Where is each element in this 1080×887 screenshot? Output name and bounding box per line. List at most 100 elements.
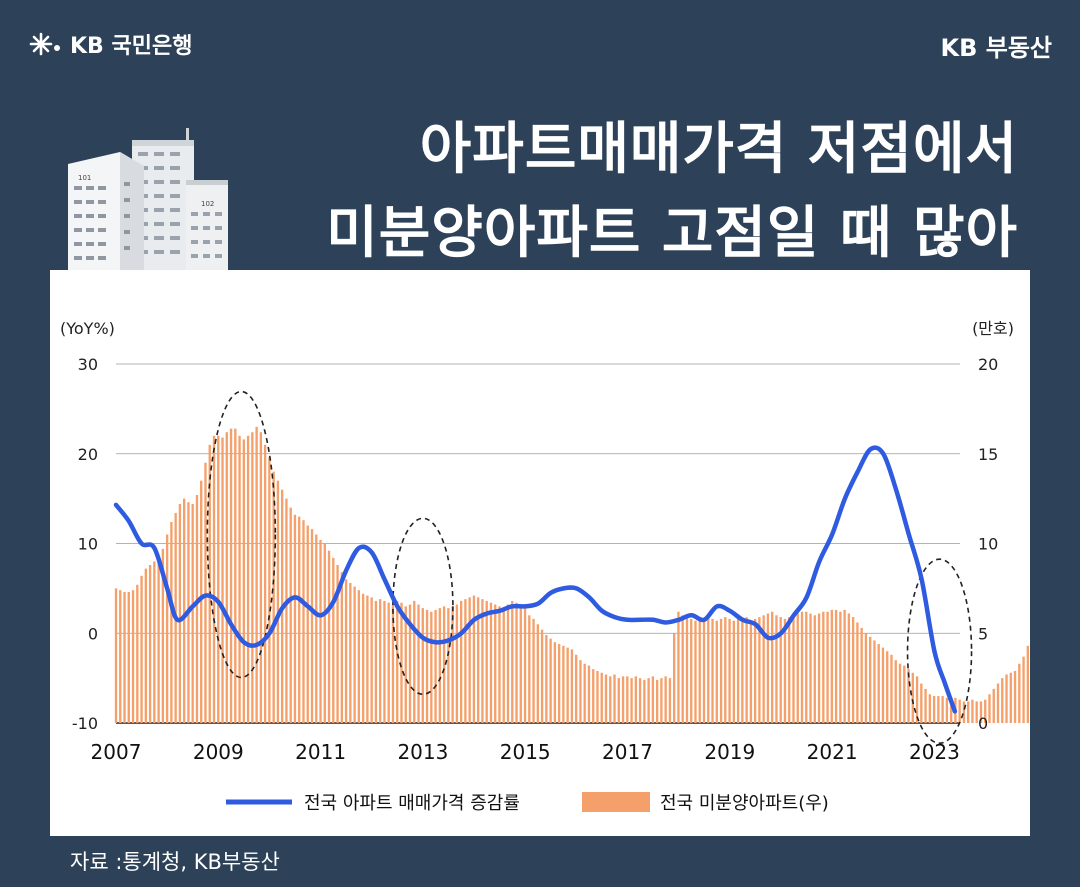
- unsold-bar: [779, 617, 782, 723]
- unsold-bar: [127, 591, 130, 723]
- unsold-bar: [523, 608, 527, 723]
- left-axis-unit: (YoY%): [60, 319, 115, 338]
- unsold-bar: [259, 432, 263, 723]
- unsold-bar: [408, 604, 412, 723]
- unsold-bar: [136, 584, 139, 723]
- unsold-bar: [805, 611, 808, 723]
- unsold-bar: [357, 590, 361, 723]
- unsold-bar: [498, 606, 501, 723]
- unsold-bar: [630, 678, 633, 723]
- unsold-bar: [442, 606, 446, 723]
- x-tick-label: 2007: [91, 740, 142, 764]
- unsold-bar: [268, 457, 271, 723]
- unsold-bar: [975, 701, 978, 723]
- unsold-bar: [834, 609, 838, 723]
- unsold-bar: [383, 600, 386, 723]
- unsold-bar: [349, 582, 352, 723]
- left-tick-label: 20: [78, 445, 98, 464]
- unsold-bar: [570, 649, 574, 723]
- unsold-bar: [596, 670, 599, 723]
- unsold-bar: [447, 608, 450, 723]
- kb-star-icon: [29, 32, 60, 56]
- unsold-bar: [430, 611, 433, 723]
- unsold-bar: [971, 699, 974, 723]
- unsold-bar: [519, 606, 522, 723]
- unsold-bar: [949, 699, 953, 723]
- unsold-bar: [557, 644, 561, 723]
- chart-panel: (YoY%) (만호) 30 20 10 0 -10 20 15 10 5 0 2007 2009 20…: [50, 270, 1030, 836]
- unsold-bar: [489, 602, 493, 723]
- unsold-bar: [1005, 674, 1008, 723]
- unsold-bar: [336, 565, 339, 723]
- unsold-bar: [387, 602, 390, 723]
- unsold-bar: [647, 678, 650, 723]
- unsold-bar: [217, 435, 220, 723]
- unsold-bar: [272, 471, 275, 723]
- unsold-bar: [707, 617, 710, 723]
- unsold-bar: [817, 613, 821, 723]
- unsold-bar: [856, 622, 859, 723]
- unsold-bar: [332, 557, 335, 723]
- unsold-bar: [792, 615, 795, 723]
- unsold-bar: [481, 599, 484, 723]
- unsold-bar: [826, 611, 829, 723]
- unsold-bar: [361, 593, 365, 723]
- unsold-bar: [195, 495, 199, 723]
- unsold-bar: [1022, 656, 1025, 723]
- unsold-bar: [851, 617, 855, 723]
- unsold-bar: [246, 435, 250, 723]
- unsold-bar: [1009, 672, 1012, 723]
- unsold-bar: [421, 608, 424, 723]
- unsold-bar: [668, 678, 672, 723]
- unsold-bar: [643, 679, 646, 723]
- legend-label-price-change: 전국 아파트 매매가격 증감률: [304, 793, 520, 814]
- unsold-bar: [984, 699, 987, 723]
- unsold-bar: [979, 701, 983, 723]
- unsold-bar: [315, 534, 318, 723]
- kb-real-estate-brand: KB 부동산: [940, 34, 1053, 62]
- unsold-bar: [178, 504, 182, 723]
- unsold-bar: [379, 599, 382, 723]
- unsold-bar: [873, 640, 876, 723]
- unsold-bar: [881, 647, 885, 723]
- unsold-bar: [813, 615, 816, 723]
- unsold-bar: [494, 604, 497, 723]
- unsold-bar: [455, 604, 459, 723]
- unsold-bar: [771, 611, 774, 723]
- unsold-bar: [677, 611, 680, 723]
- unsold-bar: [515, 602, 518, 723]
- unsold-bar: [651, 676, 655, 723]
- unsold-bar: [200, 480, 203, 723]
- unsold-bar: [775, 615, 778, 723]
- unsold-bar: [673, 633, 676, 723]
- unsold-bar: [766, 613, 770, 723]
- right-tick-label: 15: [978, 445, 998, 464]
- unsold-bar: [626, 676, 629, 723]
- kb-bank-logo: KB 국민은행: [28, 28, 192, 60]
- unsold-bar: [604, 674, 608, 723]
- unsold-bar: [165, 534, 169, 723]
- unsold-bar: [191, 504, 194, 723]
- unsold-bar: [353, 586, 356, 723]
- unsold-bar: [319, 539, 322, 723]
- unsold-bar: [477, 597, 480, 723]
- right-tick-label: 5: [978, 624, 988, 643]
- unsold-bar: [255, 426, 258, 723]
- unsold-bar: [579, 660, 582, 723]
- unsold-bar: [753, 618, 757, 723]
- unsold-bar: [800, 611, 804, 723]
- unsold-bar: [617, 678, 620, 723]
- unsold-bar: [396, 600, 399, 723]
- unsold-bar: [434, 609, 437, 723]
- price-change-line: [113, 445, 958, 714]
- apartment-buildings-illustration: 101 102: [68, 128, 228, 272]
- unsold-bar: [1001, 678, 1004, 723]
- unsold-bar: [413, 600, 416, 723]
- unsold-bar: [225, 432, 228, 723]
- unsold-bar: [932, 696, 936, 723]
- unsold-bar: [903, 665, 906, 723]
- unsold-bar: [204, 462, 207, 723]
- unsold-bar: [941, 696, 944, 723]
- unsold-bar: [690, 618, 693, 723]
